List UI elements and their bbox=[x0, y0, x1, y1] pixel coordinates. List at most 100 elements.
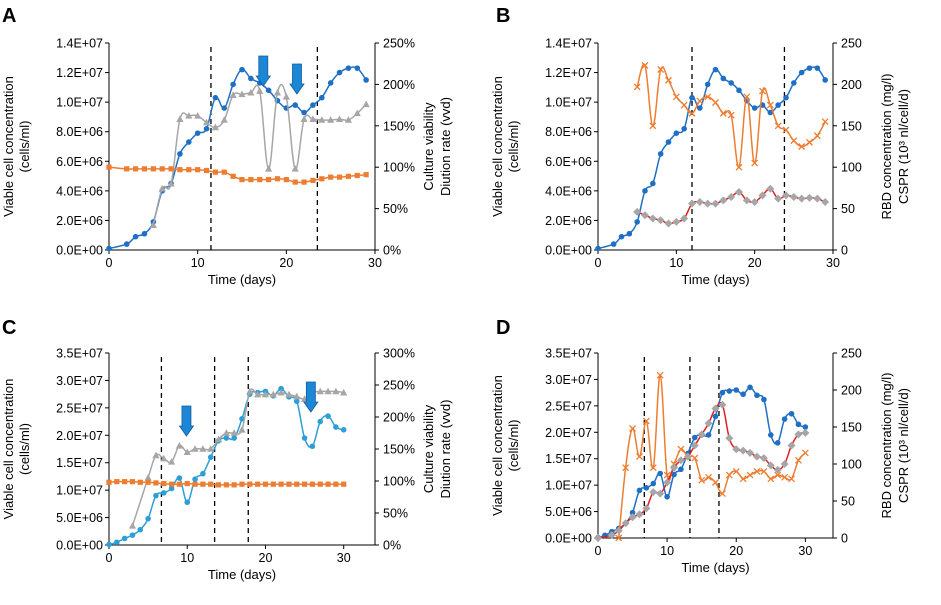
panel-a-series-1-point-12 bbox=[256, 87, 264, 94]
panel-b-series-2-point-18 bbox=[774, 194, 783, 203]
panel-b-series-1-point-22 bbox=[806, 138, 813, 146]
panel-c-xlabel: Time (days) bbox=[208, 567, 276, 582]
panel-c-ylabel-0: Viable cell concentration bbox=[1, 379, 16, 520]
panel-d-series-2-point-3 bbox=[621, 519, 630, 528]
panel-a-ylabel-0: Viable cell concentration bbox=[1, 76, 16, 217]
panel-a-series-0-point-28 bbox=[363, 77, 369, 83]
panel-c-series-1-point-26 bbox=[340, 388, 348, 396]
panel-c-y2label-1: Diution rate (vvd) bbox=[438, 400, 453, 499]
panel-a-series-1-point-3 bbox=[176, 115, 184, 122]
panel-c-ytick-label-3: 1.5E+07 bbox=[56, 456, 103, 470]
panel-b-series-2-point-11 bbox=[719, 196, 728, 205]
panel-b-series-0-point-12 bbox=[697, 105, 703, 111]
panel-b-series-2-point-14 bbox=[742, 196, 751, 205]
panel-d-series-1 bbox=[615, 371, 809, 542]
panel-d-series-0 bbox=[595, 384, 809, 541]
panel-a-series-2-point-9 bbox=[195, 167, 201, 173]
panel-c-y2label-0: Culture viability bbox=[421, 404, 436, 493]
panel-d-series-2-point-14 bbox=[697, 430, 706, 439]
panel-d-ytick-label-2: 1.0E+07 bbox=[545, 479, 592, 493]
panel-b-series-0-point-7 bbox=[657, 151, 664, 157]
panel-a-arrow-shape-1 bbox=[289, 63, 305, 95]
panel-a-arrow-0 bbox=[255, 55, 272, 87]
panel-a-series-2-point-4 bbox=[150, 166, 156, 172]
panel-a-series-2-point-7 bbox=[177, 167, 183, 173]
panel-c-series-0-point-12 bbox=[200, 470, 206, 477]
panel-a-y2label-1: Diution rate (vvd) bbox=[438, 97, 453, 196]
panel-c-y2tick-label-2: 100% bbox=[383, 475, 415, 489]
panel-d-series-0-point-25 bbox=[767, 432, 774, 438]
panel-d-ytick-label-4: 2.0E+07 bbox=[545, 426, 592, 440]
panel-a-series-2-line bbox=[108, 166, 367, 184]
panel-b-series-1-point-15-b bbox=[751, 159, 759, 167]
panel-d-series-0-point-10 bbox=[664, 493, 670, 500]
panel-d-series-2-point-13 bbox=[690, 441, 699, 450]
panel-d-series-1-point-3-b bbox=[636, 453, 643, 461]
panel-d-series-2-point-9 bbox=[663, 478, 672, 487]
panel-c-series-2-point-10 bbox=[184, 480, 190, 487]
panel-d-series-1-point-16 bbox=[725, 471, 733, 479]
panel-b-series-1-point-24-b bbox=[821, 118, 829, 126]
panel-d-series-0-point-12 bbox=[678, 466, 684, 473]
panel-d-series-2-point-27 bbox=[787, 441, 796, 450]
panel-b-series-2-point-1 bbox=[641, 211, 649, 220]
panel-d-ylabel-1: (cells/ml) bbox=[506, 420, 521, 472]
panel-c-series-0-point-11 bbox=[192, 476, 198, 482]
panel-c-series-0-point-6 bbox=[153, 492, 159, 499]
panel-c-series-0-point-10 bbox=[184, 499, 191, 506]
panel-a-xlabel: Time (days) bbox=[208, 272, 276, 287]
panel-c-series-0-point-1 bbox=[114, 539, 120, 546]
panel-c-y2tick-label-0: 0% bbox=[383, 539, 401, 553]
panel-d-series-2-point-18 bbox=[725, 434, 734, 443]
panel-c-series-1-point-11 bbox=[222, 429, 230, 436]
panel-d-series-1-point-27 bbox=[801, 449, 809, 457]
panel-d-series-2-point-29 bbox=[801, 428, 810, 437]
panel-c-series-2-point-24 bbox=[294, 481, 300, 487]
panel-c-series-2-point-1 bbox=[114, 479, 120, 485]
panel-d-series-0-point-7 bbox=[643, 484, 650, 491]
panel-a-y2tick-label-4: 200% bbox=[383, 78, 415, 92]
panel-b-series-0-point-27 bbox=[814, 65, 821, 71]
panel-d-series-2-point-22 bbox=[752, 452, 761, 461]
panel-d-series-1-point-9 bbox=[677, 445, 685, 453]
panel-c-series-2-point-28 bbox=[325, 481, 331, 487]
panel-b-series-1-point-6 bbox=[680, 101, 688, 109]
panel-d-series-1-point-1 bbox=[622, 464, 630, 472]
panel-c-series-2-point-18 bbox=[247, 481, 253, 487]
panel-d-series-1-point-6 bbox=[656, 371, 664, 379]
panel-d-series-2-point-2 bbox=[614, 526, 623, 535]
panel-d-series-2-point-28 bbox=[794, 430, 803, 439]
panel-b-series-2-point-17 bbox=[766, 184, 775, 193]
panel-d-series-0-point-20 bbox=[733, 387, 740, 393]
panel-a-series-1-point-23 bbox=[353, 109, 361, 117]
panel-d-series-1-point-1-b bbox=[622, 464, 630, 472]
panel-b-series-0-point-21 bbox=[767, 109, 774, 116]
panel-a-series-2-point-13 bbox=[230, 173, 236, 179]
panel-b-series-1-point-22-b bbox=[806, 138, 813, 146]
panel-a-series-1-point-2 bbox=[167, 179, 175, 187]
panel-a-series-1-point-0 bbox=[149, 221, 157, 228]
panel-d-letter: D bbox=[496, 317, 510, 339]
panel-b-series-1-point-2 bbox=[649, 122, 657, 130]
panel-a-series-0-point-25 bbox=[336, 69, 343, 76]
panel-c-series-0-point-29 bbox=[333, 424, 339, 430]
panel-a-series-1-point-22 bbox=[344, 116, 352, 123]
panel-d-ytick-label-7: 3.5E+07 bbox=[545, 347, 592, 361]
panel-c-series-1-point-0 bbox=[128, 522, 137, 529]
panel-b-series-1-point-14 bbox=[743, 93, 751, 101]
panel-c-series-1-point-3 bbox=[160, 454, 168, 462]
panel-d-series-1-point-24-b bbox=[781, 473, 789, 481]
panel-b-series-2-point-23 bbox=[813, 194, 822, 203]
panel-c-series-0-point-7 bbox=[160, 490, 167, 496]
panel-c-series-1-point-19 bbox=[285, 390, 293, 398]
panel-a: A 0.0E+00 2.0E+06 4.0E+06 6.0E+06 8.0E+06 1.0E… bbox=[1, 5, 453, 287]
panel-a-series-2-point-24 bbox=[328, 174, 334, 180]
panel-a-series-1-point-20 bbox=[327, 116, 335, 123]
panel-d-series-2-point-25 bbox=[773, 465, 782, 474]
panel-c-series-2-point-19 bbox=[255, 481, 261, 487]
panel-d-series-0-point-16 bbox=[705, 432, 712, 438]
panel-c-ylabel-1: (cells/ml) bbox=[17, 423, 32, 475]
panel-a-series-0-point-7 bbox=[177, 151, 183, 157]
panel-d-series-2-point-24 bbox=[766, 461, 775, 470]
panel-a-series-0-point-8 bbox=[186, 139, 192, 145]
